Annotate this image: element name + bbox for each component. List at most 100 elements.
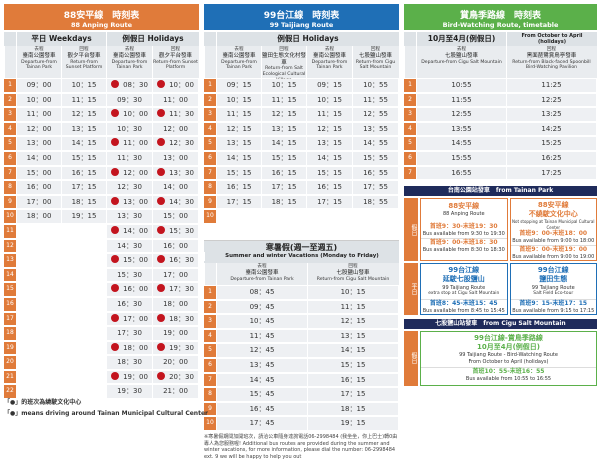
table-row: 17 17：00 18：30: [4, 312, 199, 327]
time-cell: 12:55: [417, 108, 506, 121]
table-row: 7 15：00 16：15 12：00 13：30: [4, 166, 199, 181]
time-cell: 13：30: [107, 210, 152, 223]
table-row: 3 11：15 12：15 11：15 12：55: [204, 107, 399, 122]
time-cell: [17, 239, 61, 253]
time-cell: 10:55: [417, 79, 506, 92]
red-dot-icon: [111, 80, 120, 88]
red-dot-icon: [157, 109, 166, 118]
time-cell: 17:25: [507, 166, 596, 180]
time-cell: 12:25: [507, 93, 596, 107]
subheader-cell: 去程 臺南公園發車 Departure-from Tainan Park: [106, 46, 152, 78]
time-cell: 10：00: [153, 79, 198, 92]
time-cell: 10：30: [107, 122, 152, 136]
time-cell: 13：30: [153, 166, 198, 180]
time-cell: 17：15: [307, 195, 352, 209]
time-cell: [62, 385, 106, 399]
time-cell: 16：15: [262, 166, 306, 180]
time-cell: 16:55: [417, 166, 506, 180]
time-cell: [62, 283, 106, 296]
time-cell: 16：15: [308, 373, 398, 387]
time-cell: 13：55: [353, 122, 398, 136]
time-cell: 12：00: [153, 122, 198, 136]
table-row: 6 14：00 15：15 11：30 13：00: [4, 151, 199, 166]
table-row: 7 14：45 16：15: [204, 373, 399, 388]
time-cell: 09：00: [17, 79, 61, 92]
time-cell: 11：15: [308, 300, 398, 314]
row-number: 4: [404, 122, 416, 136]
tainan-park-bar: 台南公園站發車 from Tainan Park: [404, 186, 597, 197]
time-cell: 13：15: [307, 137, 352, 150]
row-number: 5: [4, 137, 16, 150]
bird-subheader: 去程 七股鹽山發車 Departure-from Cigu Salt Mountai…: [404, 46, 597, 78]
time-cell: 16：55: [353, 166, 398, 180]
subheader-cell: 回程 黑面琵鷺賞鳥亭發車 Return-from Black-faced Spoon…: [506, 46, 596, 78]
red-dot-icon: [111, 225, 120, 234]
red-dot-icon: [111, 196, 120, 205]
taijiang-rows: 1 09：15 10：15 09：15 10：55 2 10：15 11：15 10：15 11：…: [204, 78, 399, 224]
time-cell: 13：15: [262, 122, 306, 136]
time-cell: 18：30: [107, 356, 152, 369]
time-cell: 13：00: [107, 195, 152, 209]
table-row: 2 10：15 11：15 10：15 11：55: [204, 93, 399, 108]
table-row: 11 14：00 15：30: [4, 224, 199, 239]
time-cell: [62, 341, 106, 355]
anping-header: 平日 Weekdays 例假日 Holidays: [4, 32, 199, 46]
row-number: 3: [204, 315, 216, 328]
time-cell: 11：00: [17, 108, 61, 121]
red-dot-icon: [157, 371, 166, 380]
summer-title: 寒暑假(週一至週五) Summer and winter Vacations (…: [204, 240, 399, 263]
table-row: 5 13：00 14：15 11：00 12：30: [4, 136, 199, 151]
cigu-section: 七股鹽山站發車 from Cigu Salt Mountain 假日 99台江線…: [404, 319, 597, 386]
time-cell: 17：30: [153, 283, 198, 296]
subheader-cell: 去程 臺南公園發車 Departure-from Tainan Park: [306, 46, 352, 78]
table-row: 16 16：30 18：00: [4, 297, 199, 312]
time-cell: 18：15: [62, 195, 106, 209]
table-row: 9 16：45 18：15: [204, 402, 399, 417]
table-row: 15 16：00 17：30: [4, 282, 199, 297]
subheader-cell: 回程 七股鹽山發車 Return-from Cigu Salt Mountain: [307, 262, 398, 285]
row-number: 10: [204, 417, 216, 430]
time-cell: 13：00: [153, 151, 198, 165]
time-cell: 16：00: [107, 283, 152, 296]
row-number: 13: [4, 254, 16, 267]
time-cell: 08：45: [217, 285, 307, 299]
subheader-cell: 去程 臺南公園發車 Departure-from Tainan Park: [16, 46, 61, 78]
red-dot-icon: [157, 167, 166, 176]
time-cell: [62, 224, 106, 238]
time-cell: 12：15: [262, 108, 306, 121]
time-cell: [17, 283, 61, 296]
time-cell: 11:25: [507, 79, 596, 92]
subheader-cell: 回程 觀夕平台發車 Return-from Sunset Platform: [61, 46, 106, 78]
side-holiday: 假日: [404, 198, 418, 262]
row-number: 11: [4, 224, 16, 238]
row-number: 5: [204, 344, 216, 357]
time-cell: 17：15: [262, 181, 306, 194]
row-number: 8: [204, 388, 216, 401]
summer-rows: 1 08：45 10：15 2 09：45 11：15 3 10：45 12：15 4 11：45 1…: [204, 285, 399, 431]
time-cell: [17, 370, 61, 384]
table-row: 8 16：15 17：15 16：15 17：55: [204, 180, 399, 195]
subheader-cell: 回程 觀夕平台發車 Return-from Sunset Platform: [152, 46, 198, 78]
time-cell: [307, 210, 352, 223]
time-cell: 14：45: [217, 373, 307, 387]
row-number: 4: [204, 329, 216, 343]
row-number: 7: [4, 166, 16, 180]
red-dot-icon: [111, 313, 120, 322]
anping-subheader: 去程 臺南公園發車 Departure-from Tainan Park 回程 觀夕平台…: [4, 46, 199, 78]
time-cell: 09：45: [217, 300, 307, 314]
time-cell: 10：15: [217, 93, 261, 107]
time-cell: 17：45: [217, 417, 307, 430]
route-99b-card: 99台江線 鹽田生態 99 Taijiang Route Salt Field …: [509, 263, 597, 316]
red-dot-icon: [157, 196, 166, 205]
time-cell: 12：55: [353, 108, 398, 121]
time-cell: 13:55: [417, 122, 506, 136]
red-dot-icon: [157, 284, 166, 293]
red-dot-icon: [111, 138, 120, 147]
time-cell: 16：30: [107, 297, 152, 311]
table-row: 20 18：30 20：00: [4, 355, 199, 370]
cigu-bar: 七股鹽山站發車 from Cigu Salt Mountain: [404, 319, 597, 330]
time-cell: 15：00: [107, 254, 152, 267]
time-cell: 20：30: [153, 370, 198, 384]
taijiang-holiday-header: 例假日 Holidays: [216, 32, 399, 46]
time-cell: 11：15: [307, 108, 352, 121]
